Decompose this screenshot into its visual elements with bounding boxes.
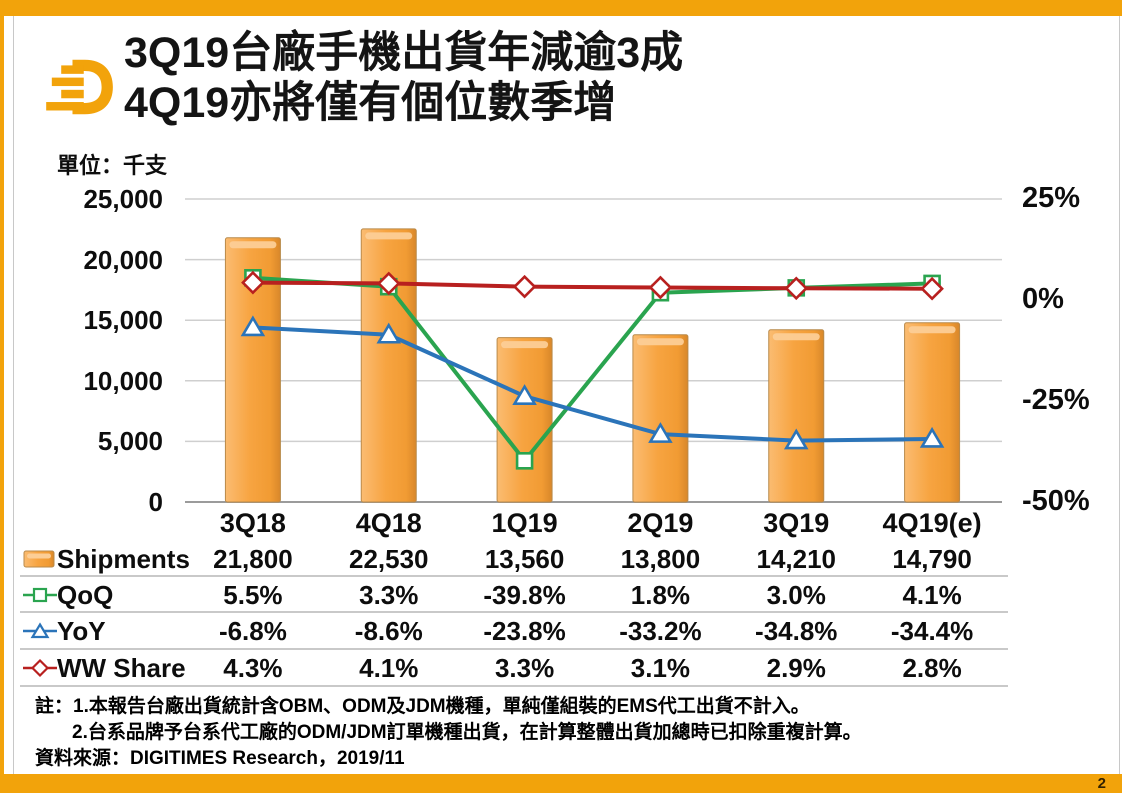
table-cell-qoq-4Q18: 3.3% [359, 580, 419, 610]
square-marker [787, 279, 806, 297]
table-cell-shipments-3Q18: 21,800 [213, 544, 293, 574]
left-axis-tick: 20,000 [83, 244, 163, 275]
table-cell-yoy-4Q19(e): -34.4% [890, 616, 974, 646]
table-cell-ww-share-3Q19: 2.9% [766, 653, 826, 683]
diamond-marker [920, 276, 944, 301]
triangle-marker [512, 384, 537, 405]
table-cell-qoq-4Q19(e): 4.1% [902, 580, 962, 610]
triangle-marker [783, 428, 809, 450]
bar-3Q18 [224, 237, 281, 503]
left-axis-tick: 25,000 [83, 184, 163, 214]
table-cell-ww-share-2Q19: 3.1% [630, 653, 691, 683]
table-cell-shipments-4Q18: 22,530 [348, 544, 429, 574]
line-series-yoy [240, 315, 945, 450]
right-axis-tick: 25% [1022, 182, 1081, 214]
title-line-1: 3Q19台廠手機出貨年減逾3成 [124, 29, 684, 77]
table-cell-qoq-1Q19: -39.8% [483, 580, 566, 610]
gridlines [185, 198, 1002, 503]
bar-series-shipments [224, 228, 961, 503]
unit-label: 單位：千支 [57, 153, 168, 178]
category-label-1Q19: 1Q19 [491, 508, 558, 538]
note-line-1: 註：1.本報告台廠出貨統計含OBM、ODM及JDM機種，單純僅組裝的EMS代工出… [35, 696, 810, 717]
legend-icon-yoy-triangle [23, 621, 59, 641]
table-cell-shipments-4Q19(e): 14,790 [892, 544, 972, 574]
category-label-2Q19: 2Q19 [627, 508, 694, 538]
left-axis-tick: 10,000 [83, 365, 163, 396]
digitimes-logo [44, 56, 116, 118]
line-series [240, 268, 945, 470]
table-row-separator [20, 648, 1008, 650]
table-cell-shipments-1Q19: 13,560 [484, 544, 565, 574]
bar-4Q19(e) [904, 322, 961, 503]
category-label-4Q19(e): 4Q19(e) [882, 508, 982, 538]
legend-label-ww-share: WW Share [57, 653, 186, 683]
table-cell-yoy-2Q19: -33.2% [619, 616, 702, 646]
legend-label-shipments: Shipments [57, 544, 190, 574]
table-cell-qoq-3Q18: 5.5% [223, 580, 283, 610]
slide-frame-left [13, 16, 14, 774]
legend-icon-qoq-square [23, 585, 59, 605]
left-axis-tick: 5,000 [97, 426, 163, 457]
table-row-separator [20, 685, 1008, 687]
table-cell-shipments-2Q19: 13,800 [620, 544, 701, 574]
slide-title: 3Q19台廠手機出貨年減逾3成 4Q19亦將僅有個位數季增 [124, 28, 1084, 128]
table-cell-yoy-4Q18: -8.6% [354, 616, 423, 646]
source-line: 資料來源：DIGITIMES Research，2019/11 [35, 748, 405, 769]
diamond-marker [376, 271, 401, 296]
bar-4Q18 [360, 228, 417, 503]
triangle-marker [919, 426, 945, 448]
square-marker [651, 283, 670, 302]
table-cell-yoy-1Q19: -23.8% [483, 616, 566, 646]
category-label-4Q18: 4Q18 [355, 508, 422, 538]
table-cell-qoq-2Q19: 1.8% [630, 580, 691, 610]
left-axis-tick: 0 [148, 487, 163, 517]
bar-2Q19 [632, 334, 689, 503]
table-cell-yoy-3Q18: -6.8% [218, 616, 287, 646]
top-accent-bar [0, 0, 1122, 16]
triangle-marker [376, 322, 402, 344]
legend-label-qoq: QoQ [57, 580, 114, 610]
title-line-2: 4Q19亦將僅有個位數季增 [124, 79, 617, 127]
line-series-qoq [244, 268, 941, 470]
diamond-marker [241, 270, 265, 295]
left-accent-strip [0, 16, 4, 774]
square-marker [244, 268, 262, 287]
table-row-separator [20, 611, 1008, 613]
diamond-marker [784, 276, 809, 301]
table-cell-qoq-3Q19: 3.0% [766, 580, 826, 610]
table-cell-yoy-3Q19: -34.8% [755, 616, 838, 646]
bar-3Q19 [768, 329, 825, 503]
category-label-3Q19: 3Q19 [763, 508, 830, 538]
triangle-marker [648, 422, 673, 443]
right-axis-tick: -50% [1022, 485, 1090, 517]
bottom-accent-bar: 2 [0, 774, 1122, 793]
square-marker [923, 274, 941, 293]
table-cell-ww-share-4Q19(e): 2.8% [902, 653, 962, 683]
slide-frame-right [1119, 16, 1120, 774]
digitimes-d-icon [46, 59, 113, 115]
bar-1Q19 [496, 337, 553, 503]
note-line-2: 2.台系品牌予台系代工廠的ODM/JDM訂單機種出貨，在計算整體出貨加總時已扣除… [72, 722, 862, 743]
diamond-marker [512, 274, 537, 299]
table-cell-ww-share-1Q19: 3.3% [494, 653, 555, 683]
table-cell-ww-share-4Q18: 4.1% [359, 653, 419, 683]
legend-icon-shipments-bar [23, 549, 59, 569]
diamond-marker [648, 275, 673, 300]
right-axis-tick: 0% [1022, 283, 1064, 315]
table-cell-shipments-3Q19: 14,210 [756, 544, 837, 574]
left-axis-tick: 15,000 [83, 305, 163, 336]
category-label-3Q18: 3Q18 [219, 508, 286, 538]
legend-icon-ww-share-diamond [23, 658, 59, 678]
page-number: 2 [1097, 775, 1106, 792]
square-marker [379, 277, 398, 296]
legend-label-yoy: YoY [57, 616, 106, 646]
triangle-marker [240, 315, 266, 337]
table-row-separator [20, 575, 1008, 577]
square-marker [515, 451, 534, 470]
table-cell-ww-share-3Q18: 4.3% [223, 653, 283, 683]
right-axis-tick: -25% [1022, 384, 1090, 416]
line-series-ww-share [241, 270, 944, 301]
